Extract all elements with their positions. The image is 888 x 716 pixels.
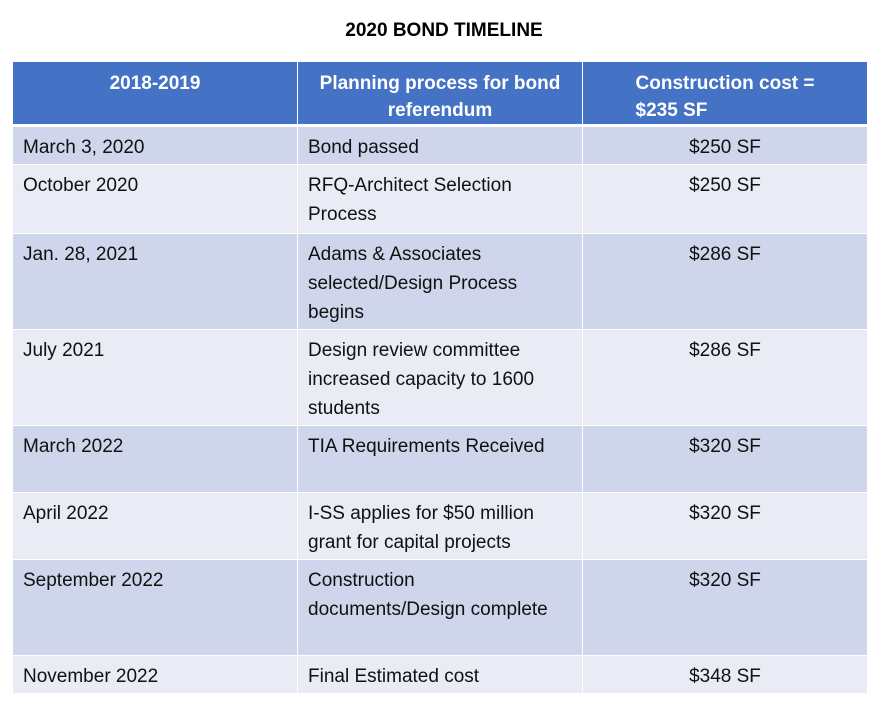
row-event: I-SS applies for $50 million grant for c…: [298, 493, 583, 560]
row-cost: $286 SF: [583, 330, 867, 426]
row-cost: $250 SF: [583, 165, 867, 234]
row-date: March 3, 2020: [13, 127, 298, 165]
row-cost: $320 SF: [583, 493, 867, 560]
row-cost: $250 SF: [583, 127, 867, 165]
table-row: October 2020 RFQ-Architect Selection Pro…: [13, 165, 867, 234]
header-planning: Planning process for bond referendum: [298, 62, 583, 127]
table-row: July 2021 Design review committee increa…: [13, 330, 867, 426]
row-date: April 2022: [13, 493, 298, 560]
row-event: RFQ-Architect Selection Process: [298, 165, 583, 234]
row-event: Adams & Associates selected/Design Proce…: [298, 234, 583, 330]
row-event: Final Estimated cost: [298, 656, 583, 694]
table-row: Jan. 28, 2021 Adams & Associates selecte…: [13, 234, 867, 330]
table-row: March 3, 2020 Bond passed $250 SF: [13, 127, 867, 165]
header-cost-value: $235 SF: [635, 100, 708, 121]
table-row: September 2022 Construction documents/De…: [13, 560, 867, 656]
row-event: Design review committee increased capaci…: [298, 330, 583, 426]
row-event: Construction documents/Design complete: [298, 560, 583, 656]
header-period: 2018-2019: [13, 62, 298, 127]
row-date: November 2022: [13, 656, 298, 694]
row-cost: $320 SF: [583, 560, 867, 656]
header-construction-cost: Construction cost = $235 SF: [583, 62, 867, 127]
row-event: Bond passed: [298, 127, 583, 165]
header-cost-label: Construction cost =: [635, 73, 815, 94]
row-cost: $286 SF: [583, 234, 867, 330]
row-date: September 2022: [13, 560, 298, 656]
row-date: March 2022: [13, 426, 298, 493]
row-date: July 2021: [13, 330, 298, 426]
row-date: Jan. 28, 2021: [13, 234, 298, 330]
table-row: March 2022 TIA Requirements Received $32…: [13, 426, 867, 493]
table-row: April 2022 I-SS applies for $50 million …: [13, 493, 867, 560]
row-event: TIA Requirements Received: [298, 426, 583, 493]
table-header-row: 2018-2019 Planning process for bond refe…: [13, 62, 867, 127]
table-row: November 2022 Final Estimated cost $348 …: [13, 656, 867, 694]
bond-timeline-table: 2018-2019 Planning process for bond refe…: [13, 62, 867, 694]
page-title: 2020 BOND TIMELINE: [345, 20, 543, 41]
row-cost: $348 SF: [583, 656, 867, 694]
row-cost: $320 SF: [583, 426, 867, 493]
row-date: October 2020: [13, 165, 298, 234]
